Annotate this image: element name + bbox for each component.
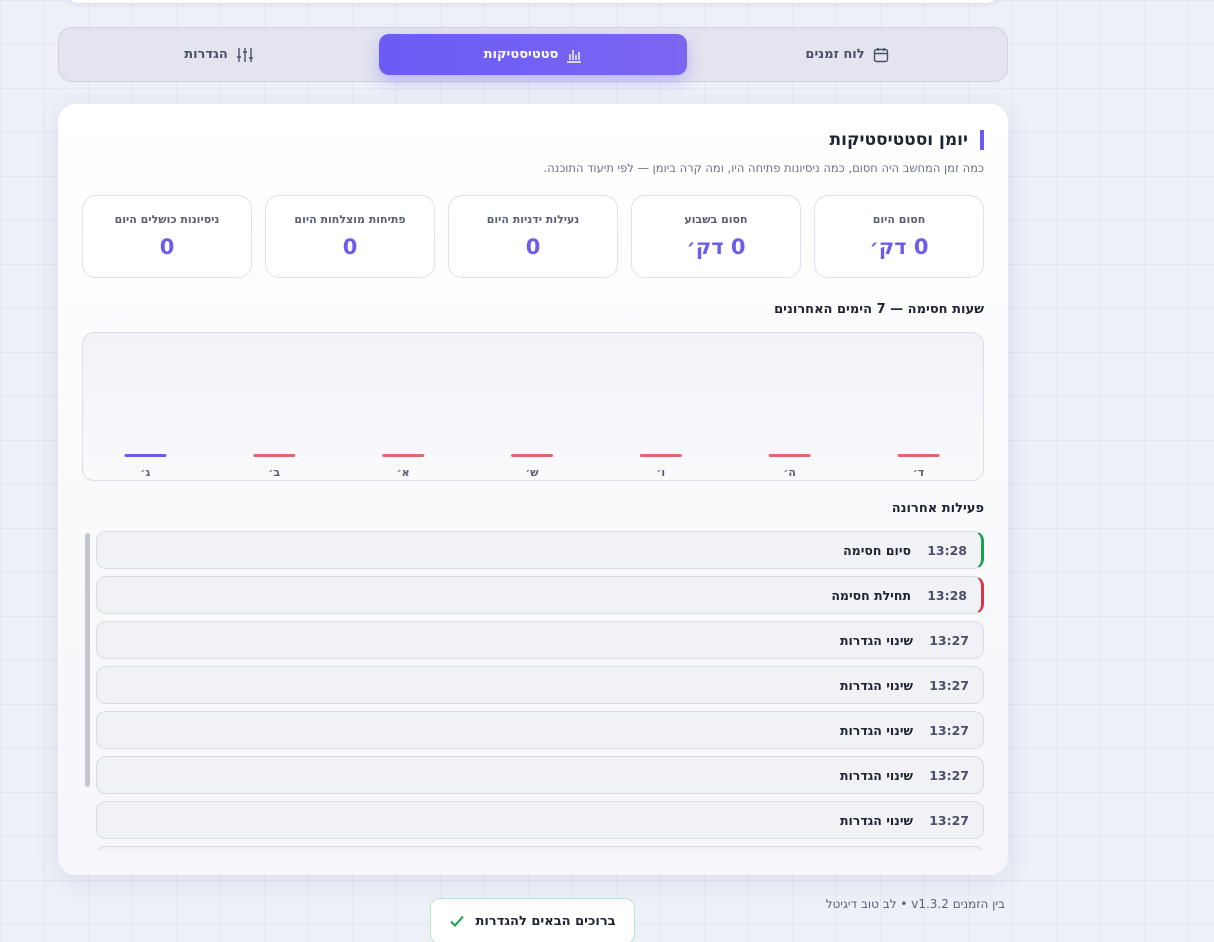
bar <box>768 454 811 457</box>
card-title: יומן וסטטיסטיקות <box>830 130 984 150</box>
x-tick-label: ה׳ <box>783 466 795 479</box>
chart-title: שעות חסימה — 7 הימים האחרונים <box>774 302 984 317</box>
activity-time: 13:27 <box>929 813 969 828</box>
chart: ד׳ ה׳ ו׳ ש׳ א׳ ב׳ ג׳ <box>82 332 984 481</box>
stat-tile: ניסיונות כושלים היום 0 <box>82 195 252 278</box>
activity-row: 13:27 שינוי הגדרות <box>96 711 984 749</box>
activity-list: 13:28 סיום חסימה 13:28 תחילת חסימה 13:27 שינו… <box>82 531 984 850</box>
bar <box>253 454 296 457</box>
toast-text: ברוכים הבאים להגדרות <box>475 913 616 929</box>
bar <box>124 454 167 457</box>
activity-row <box>96 846 984 850</box>
activity-time: 13:27 <box>929 723 969 738</box>
activity-event: שינוי הגדרות <box>839 813 913 828</box>
activity-time: 13:28 <box>927 543 967 558</box>
activity-title: פעילות אחרונה <box>891 501 984 516</box>
activity-event: שינוי הגדרות <box>839 633 913 648</box>
x-tick-label: ג׳ <box>141 466 151 479</box>
x-tick-label: ב׳ <box>268 466 280 479</box>
stats-card: יומן וסטטיסטיקות כמה זמן המחשב היה חסום,… <box>58 104 1008 875</box>
activity-time: 13:27 <box>929 768 969 783</box>
stat-tile: פתיחות מוצלחות היום 0 <box>265 195 435 278</box>
activity-row: 13:28 סיום חסימה <box>96 531 984 569</box>
stat-tile: חסום היום 0 דק׳ <box>814 195 984 278</box>
stat-value: 0 דק׳ <box>686 235 746 259</box>
stat-label: חסום בשבוע <box>684 213 748 226</box>
activity-event: שינוי הגדרות <box>839 723 913 738</box>
x-tick-label: ש׳ <box>525 466 539 479</box>
stat-value: 0 <box>159 235 175 259</box>
card-subtitle: כמה זמן המחשב היה חסום, כמה ניסיונות פתי… <box>543 161 984 175</box>
activity-row: 13:27 שינוי הגדרות <box>96 666 984 704</box>
tab-label: סטטיסטיקות <box>483 47 559 62</box>
chart-svg: ד׳ ה׳ ו׳ ש׳ א׳ ב׳ ג׳ <box>124 454 940 479</box>
x-tick-label: ד׳ <box>913 466 924 479</box>
stat-value: 0 דק׳ <box>869 235 929 259</box>
tab-label: לוח זמנים <box>805 47 865 62</box>
stat-tile: חסום בשבוע 0 דק׳ <box>631 195 801 278</box>
activity-row: 13:27 שינוי הגדרות <box>96 756 984 794</box>
bar <box>639 454 682 457</box>
activity-event: תחילת חסימה <box>831 588 911 603</box>
stat-label: נעילות ידניות היום <box>486 213 580 226</box>
tab[interactable]: לוח זמנים <box>693 34 1001 75</box>
activity-row: 13:27 שינוי הגדרות <box>96 621 984 659</box>
stat-label: ניסיונות כושלים היום <box>114 213 220 226</box>
stat-tile: נעילות ידניות היום 0 <box>448 195 618 278</box>
stat-value: 0 <box>342 235 358 259</box>
activity-time: 13:28 <box>927 588 967 603</box>
bar <box>382 454 425 457</box>
scrollbar[interactable] <box>85 533 90 787</box>
stat-label: חסום היום <box>872 213 926 226</box>
tab[interactable]: סטטיסטיקות <box>379 34 687 75</box>
activity-row: 13:28 תחילת חסימה <box>96 576 984 614</box>
activity-row: 13:27 שינוי הגדרות <box>96 801 984 839</box>
stat-label: פתיחות מוצלחות היום <box>294 213 406 226</box>
activity-time: 13:27 <box>929 678 969 693</box>
bar <box>897 454 940 457</box>
tab[interactable]: הגדרות <box>65 34 373 75</box>
activity-time: 13:27 <box>929 633 969 648</box>
stat-row: חסום היום 0 דק׳ חסום בשבוע 0 דק׳ נעילות ידני… <box>82 195 984 278</box>
tab-label: הגדרות <box>184 47 228 62</box>
activity-event: שינוי הגדרות <box>839 768 913 783</box>
footer: בין הזמנים v1.3.2 • לב טוב דיגיטל <box>825 897 1005 911</box>
tab-bar: לוח זמנים סטטיסטיקות הגדרות <box>58 27 1008 82</box>
bar <box>511 454 553 457</box>
x-tick-label: א׳ <box>397 466 410 479</box>
previous-panel <box>65 0 1000 3</box>
activity-event: שינוי הגדרות <box>839 678 913 693</box>
stat-value: 0 <box>525 235 541 259</box>
activity-event: סיום חסימה <box>843 543 911 558</box>
x-tick-label: ו׳ <box>657 466 666 479</box>
toast: ברוכים הבאים להגדרות <box>430 898 635 942</box>
